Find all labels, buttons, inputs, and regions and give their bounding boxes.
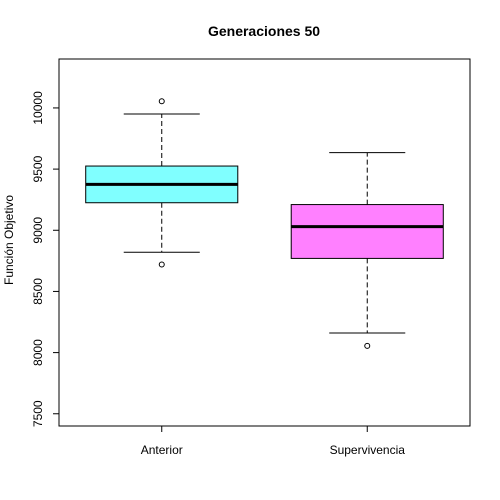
outlier-0-1 [158,98,165,105]
iqr-box-1 [290,204,444,259]
box-0 [85,98,239,268]
y-tick-label-3: 9000 [31,217,45,244]
chart-title: Generaciones 50 [208,23,320,39]
outlier-0-0 [158,261,165,268]
y-axis: 7500 8000 8500 9000 9500 10000 [31,91,60,427]
x-axis: Anterior Supervivencia [141,425,406,457]
y-tick-label-2: 8500 [31,278,45,305]
outlier-1-0 [364,342,371,349]
boxes [85,98,444,349]
y-tick-label-0: 7500 [31,400,45,427]
y-tick-label-1: 8000 [31,339,45,366]
box-1 [290,152,444,349]
y-tick-label-5: 10000 [31,91,45,125]
y-tick-label-4: 9500 [31,155,45,182]
x-tick-label-0: Anterior [141,443,183,457]
x-tick-label-1: Supervivencia [330,443,406,457]
y-axis-label: Función Objetivo [2,195,16,285]
